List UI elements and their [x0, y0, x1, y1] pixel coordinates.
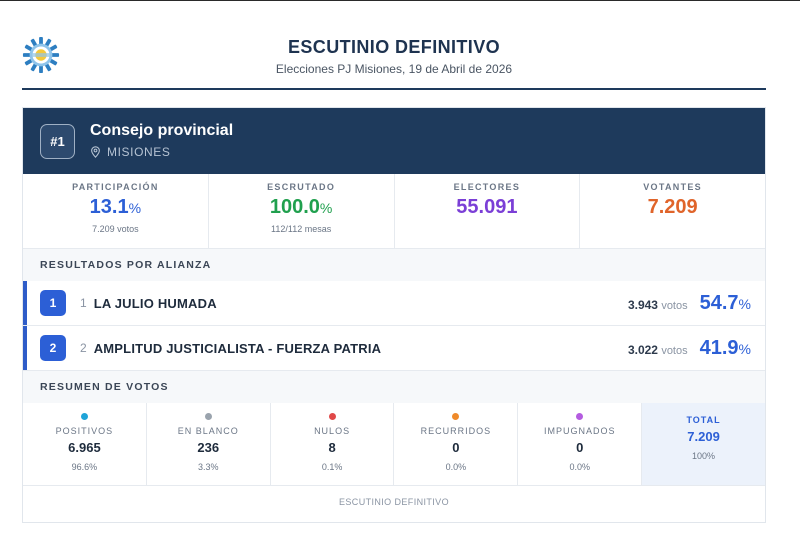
vote-percent: 41.9% [700, 337, 751, 360]
sun-emblem-icon [22, 36, 60, 74]
page-title: ESCUTINIO DEFINITIVO [287, 37, 500, 57]
stat-unit: % [128, 200, 142, 216]
percent-number: 41.9 [699, 336, 739, 359]
summary-value: 7.209 [687, 429, 720, 444]
position-badge: 1 [40, 290, 66, 316]
top-border [0, 0, 800, 1]
stat-votantes: VOTANTES 7.209 [580, 174, 765, 248]
stat-sub: 7.209 votos [92, 224, 139, 234]
summary-label: NULOS [314, 426, 351, 436]
vote-number: 3.943 [627, 297, 658, 312]
summary-label: TOTAL [686, 415, 721, 425]
stat-sub: 112/112 mesas [271, 224, 332, 234]
summary-percent: 0.0% [445, 462, 467, 472]
category-title: Consejo provincial [90, 122, 234, 139]
card-footer: ESCUTINIO DEFINITIVO [338, 496, 449, 507]
summary-impugnados: IMPUGNADOS 0 0.0% [518, 403, 643, 485]
vote-count: 3.022 votos [628, 343, 688, 357]
stat-unit: % [319, 200, 333, 216]
summary-value: 8 [328, 440, 336, 455]
stat-label: ELECTORES [453, 182, 521, 192]
stat-number: 13.1 [89, 196, 129, 218]
summary-percent: 0.0% [569, 462, 590, 472]
vote-number: 3.022 [627, 342, 658, 357]
color-dot [80, 413, 88, 420]
stat-escrutado: ESCRUTADO 100.0% 112/112 mesas [209, 174, 395, 248]
color-dot [204, 413, 212, 420]
vote-percent: 54.7% [700, 292, 751, 315]
summary-total: TOTAL 7.209 100% [642, 403, 765, 485]
page-header: ESCUTINIO DEFINITIVO Elecciones PJ Misio… [22, 24, 766, 90]
stats-row: PARTICIPACIÓN 13.1% 7.209 votos ESCRUTAD… [23, 174, 765, 249]
summary-percent: 0.1% [321, 462, 343, 472]
list-number: 1 [80, 296, 87, 310]
results-heading: RESULTADOS POR ALIANZA [23, 249, 765, 281]
list-number: 2 [80, 341, 87, 355]
location-name: MISIONES [107, 145, 171, 159]
summary-positivos: POSITIVOS 6.965 96.6% [23, 403, 147, 485]
stat-electores: ELECTORES 55.091 [395, 174, 581, 248]
category-banner: #1 Consejo provincial MISIONES [23, 108, 765, 174]
stat-label: ESCRUTADO [267, 182, 336, 192]
color-dot [328, 413, 336, 420]
rank-badge: #1 [40, 124, 75, 159]
stat-value: 55.091 [395, 196, 580, 219]
color-dot [576, 413, 584, 420]
summary-nulos: NULOS 8 0.1% [271, 403, 395, 485]
summary-heading: RESUMEN DE VOTOS [23, 371, 765, 403]
percent-number: 54.7 [699, 291, 739, 314]
summary-recurridos: RECURRIDOS 0 0.0% [394, 403, 519, 485]
summary-percent: 3.3% [197, 462, 219, 472]
result-row[interactable]: 1 1 LA JULIO HUMADA 3.943 votos 54.7% [23, 281, 765, 326]
stat-value: 13.1% [23, 196, 208, 219]
row-figures: 3.022 votos 41.9% [628, 337, 751, 360]
page-subtitle: Elecciones PJ Misiones, 19 de Abril de 2… [275, 62, 513, 76]
alliance-name: AMPLITUD JUSTICIALISTA - FUERZA PATRIA [93, 340, 382, 356]
vote-count: 3.943 votos [628, 298, 688, 312]
result-row[interactable]: 2 2 AMPLITUD JUSTICIALISTA - FUERZA PATR… [23, 326, 765, 371]
percent-unit: % [738, 295, 751, 312]
stat-value: 7.209 [580, 196, 765, 219]
summary-value: 236 [197, 440, 220, 455]
summary-label: IMPUGNADOS [543, 426, 616, 436]
vote-unit: votos [661, 299, 688, 312]
location-line: MISIONES [90, 145, 170, 159]
stat-number: 7.209 [647, 196, 698, 218]
summary-en-blanco: EN BLANCO 236 3.3% [147, 403, 271, 485]
percent-unit: % [738, 340, 751, 357]
location-pin-icon [91, 146, 100, 158]
stat-number: 55.091 [456, 196, 518, 218]
row-accent-bar [23, 281, 27, 325]
summary-label: EN BLANCO [177, 426, 239, 436]
summary-value: 0 [576, 440, 584, 455]
summary-value: 0 [452, 440, 460, 455]
stat-number: 100.0 [269, 196, 320, 218]
summary-label: RECURRIDOS [420, 426, 492, 436]
summary-value: 6.965 [68, 440, 101, 455]
results-card: #1 Consejo provincial MISIONES PARTICIPA… [22, 107, 766, 523]
stat-label: PARTICIPACIÓN [72, 182, 159, 192]
stat-participacion: PARTICIPACIÓN 13.1% 7.209 votos [23, 174, 209, 248]
summary-label: POSITIVOS [55, 426, 114, 436]
position-badge: 2 [40, 335, 66, 361]
stat-value: 100.0% [209, 196, 394, 219]
stat-label: VOTANTES [643, 182, 702, 192]
row-figures: 3.943 votos 54.7% [628, 292, 751, 315]
color-dot [452, 413, 460, 420]
row-accent-bar [23, 326, 27, 370]
vote-unit: votos [661, 344, 688, 357]
summary-percent: 96.6% [71, 462, 98, 472]
alliance-name: LA JULIO HUMADA [93, 295, 217, 311]
summary-percent: 100% [692, 451, 716, 461]
vote-summary: POSITIVOS 6.965 96.6% EN BLANCO 236 3.3%… [23, 403, 765, 486]
